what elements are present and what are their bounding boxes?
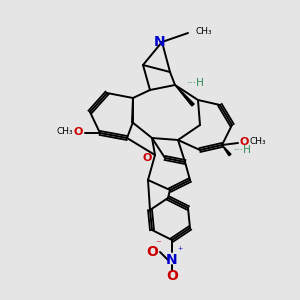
Polygon shape bbox=[222, 145, 231, 156]
Text: O: O bbox=[239, 137, 248, 147]
Polygon shape bbox=[175, 85, 194, 106]
Text: O: O bbox=[74, 127, 83, 137]
Text: O: O bbox=[142, 153, 152, 163]
Text: O: O bbox=[146, 245, 158, 259]
Text: O: O bbox=[166, 269, 178, 283]
Text: CH₃: CH₃ bbox=[250, 137, 267, 146]
Text: ···H: ···H bbox=[234, 145, 252, 155]
Text: N: N bbox=[166, 253, 178, 267]
Text: ⁺: ⁺ bbox=[177, 246, 183, 256]
Text: ···H: ···H bbox=[187, 78, 205, 88]
Text: N: N bbox=[154, 35, 166, 49]
Text: ⁻: ⁻ bbox=[155, 239, 161, 249]
Text: CH₃: CH₃ bbox=[196, 28, 213, 37]
Text: CH₃: CH₃ bbox=[56, 128, 73, 136]
